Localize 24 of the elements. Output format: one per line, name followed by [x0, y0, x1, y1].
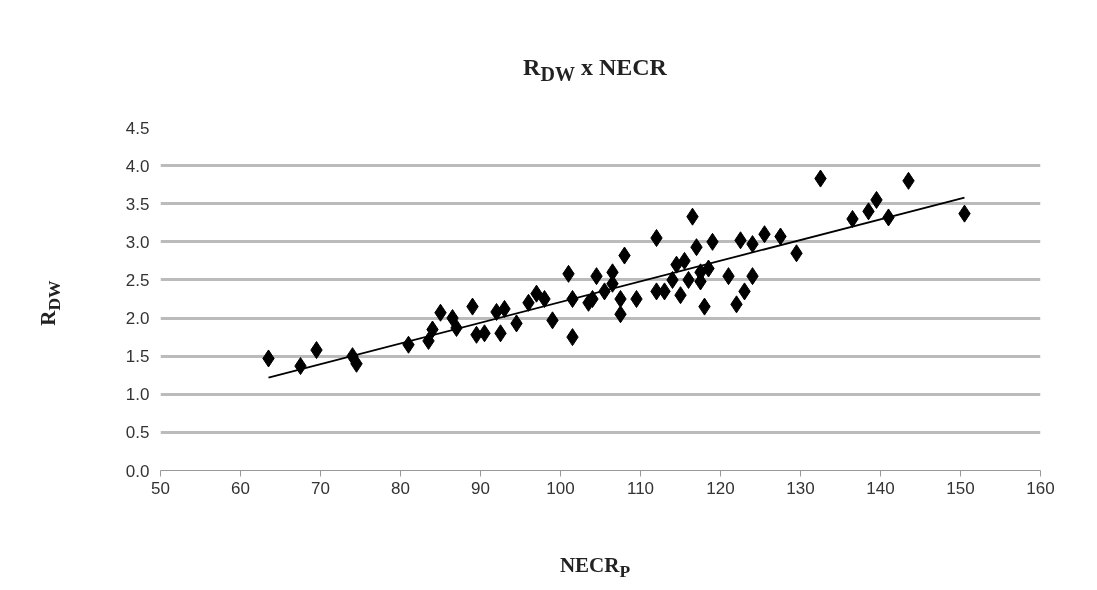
x-tick-label: 130	[786, 478, 815, 498]
x-tick-label: 90	[471, 478, 490, 498]
y-tick-label: 1.5	[125, 347, 150, 367]
chart-title: R$_{DW}$ x NECR	[522, 53, 668, 87]
x-tick-label: 160	[1026, 478, 1055, 498]
x-axis-title: NECR$_{P}$	[558, 552, 632, 584]
y-tick-label: 4.0	[125, 156, 150, 176]
x-tick-label: 60	[231, 478, 250, 498]
y-tick-label: 2.5	[125, 270, 150, 290]
x-tick-label: 120	[706, 478, 735, 498]
y-tick-label: 3.5	[125, 194, 150, 214]
x-tick-label: 140	[866, 478, 895, 498]
x-tick-label: 50	[151, 478, 170, 498]
y-tick-label: 1.0	[125, 385, 150, 405]
x-tick-label: 70	[311, 478, 330, 498]
x-tick-label: 100	[546, 478, 575, 498]
y-tick-label: 4.5	[125, 118, 150, 138]
x-tick-label: 110	[626, 478, 655, 498]
x-tick-label: 150	[946, 478, 975, 498]
y-tick-label: 0.5	[125, 423, 150, 443]
y-tick-label: 0.0	[125, 461, 150, 481]
y-tick-label: 2.0	[125, 309, 150, 329]
y-tick-label: 3.0	[125, 232, 150, 252]
x-tick-label: 80	[391, 478, 410, 498]
